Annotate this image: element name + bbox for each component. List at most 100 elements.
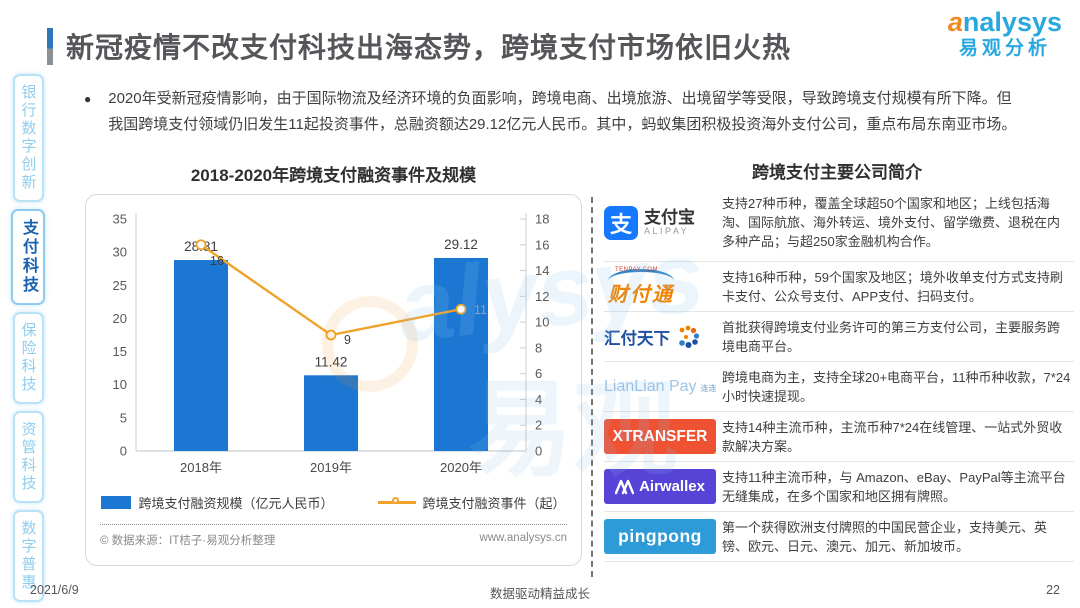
vertical-dashed-divider: [591, 197, 593, 577]
funding-chart: 0510152025303502468101214161828.8111.422…: [113, 212, 550, 476]
list-item: LianLian Pay 连连 跨境电商为主，支持全球20+电商平台，11种币种…: [604, 362, 1074, 412]
list-item: Airwallex 支持11种主流币种，与 Amazon、eBay、PayPal…: [604, 462, 1074, 512]
sidebar-item-digital-inclusion[interactable]: 数字普惠: [12, 510, 44, 602]
chart-legend: 跨境支付融资规模（亿元人民币） 跨境支付融资事件（起）: [86, 493, 581, 512]
chart-title: 2018-2020年跨境支付融资事件及规模: [190, 166, 477, 185]
airwallex-mark-icon: [615, 479, 635, 494]
alipay-logo-icon: 支: [604, 205, 638, 240]
huifu-logo: 汇付天下: [604, 324, 722, 350]
sidebar-item-payment-tech[interactable]: 支付科技: [11, 209, 45, 305]
right-tick-label: 4: [535, 392, 542, 407]
footer-slogan: 数据驱动精益成长: [489, 587, 590, 601]
sidebar-item-banking-digital[interactable]: 银行数字创新: [12, 74, 44, 202]
line-value-label: 16: [210, 254, 224, 268]
line-marker: [455, 303, 467, 315]
left-tick-label: 20: [113, 311, 127, 326]
pingpong-logo: pingpong: [604, 519, 722, 554]
section-sidebar: 银行数字创新 支付科技 保险科技 资管科技 数字普惠: [7, 74, 49, 602]
list-item: pingpong 第一个获得欧洲支付牌照的中国民营企业，支持美元、英镑、欧元、日…: [604, 512, 1074, 562]
companies-title: 跨境支付主要公司简介: [752, 163, 922, 182]
chart-bar: [304, 375, 358, 451]
airwallex-logo: Airwallex: [604, 469, 722, 504]
legend-item-line: 跨境支付融资事件（起）: [377, 493, 566, 512]
pingpong-logo-box: pingpong: [604, 519, 716, 554]
line-legend-marker-icon: [391, 497, 399, 504]
left-tick-label: 0: [120, 444, 127, 459]
left-tick-label: 25: [113, 278, 127, 293]
tenpay-logo-url: TENPAY.COM: [615, 266, 659, 273]
line-value-label: 9: [344, 333, 351, 347]
right-tick-label: 12: [535, 289, 549, 304]
title-accent-bar: [47, 27, 53, 65]
left-tick-label: 15: [113, 344, 127, 359]
chart-bar: [434, 257, 488, 451]
left-tick-label: 5: [120, 410, 127, 425]
right-tick-label: 10: [535, 315, 549, 330]
alipay-logo-en: ALIPAY: [644, 226, 690, 236]
chart-line: [200, 243, 462, 337]
right-tick-label: 6: [535, 366, 542, 381]
company-description: 首批获得跨境支付业务许可的第三方支付公司，主要服务跨境电商平台。: [722, 319, 1061, 354]
alipay-logo-cn: 支付宝: [644, 208, 695, 227]
company-description: 第一个获得欧洲支付牌照的中国民营企业，支持美元、英镑、欧元、日元、澳元、加元、新…: [722, 519, 1048, 554]
company-description: 支持27种币种，覆盖全球超50个国家和地区；上线包括海淘、国际航旅、海外转运、境…: [722, 196, 1061, 249]
company-description: 支持11种主流币种，与 Amazon、eBay、PayPal等主流平台无缝集成，…: [722, 469, 1066, 504]
analysys-logo: analysys 易观分析: [947, 7, 1062, 60]
list-item: 支 支付宝 ALIPAY 支持27种币种，覆盖全球超50个国家和地区；上线包括海…: [604, 184, 1074, 262]
right-tick-label: 14: [535, 263, 549, 278]
footer-date: 2021/6/9: [30, 583, 79, 597]
companies-list: 支 支付宝 ALIPAY 支持27种币种，覆盖全球超50个国家和地区；上线包括海…: [604, 184, 1074, 562]
summary-paragraph: ● 2020年受新冠疫情影响，由于国际物流及经济环境的负面影响，跨境电商、出境旅…: [84, 86, 1018, 138]
page-title: 新冠疫情不改支付科技出海态势，跨境支付市场依旧火热: [66, 32, 792, 63]
tenpay-logo-cn: 财付通: [608, 283, 674, 306]
line-marker: [325, 329, 337, 341]
sidebar-item-asset-mgmt-tech[interactable]: 资管科技: [12, 411, 44, 503]
xtransfer-logo-text: XTRANSFER: [612, 427, 708, 445]
airwallex-logo-text: Airwallex: [639, 478, 705, 495]
page-header: 新冠疫情不改支付科技出海态势，跨境支付市场依旧火热: [47, 26, 791, 66]
website-text: www.analysys.cn: [479, 532, 567, 544]
lianlian-logo: LianLian Pay 连连: [604, 378, 722, 396]
list-item: 汇付天下 首批获得跨境支付业务许可的第三方支付公司，主要服务跨境电商平台。: [604, 312, 1074, 362]
legend-item-bar: 跨境支付融资规模（亿元人民币）: [101, 493, 334, 512]
huifu-logo-cn: 汇付天下: [604, 329, 670, 348]
line-legend-label: 跨境支付融资事件（起）: [422, 496, 566, 511]
tenpay-swoosh-icon: [608, 268, 674, 281]
right-tick-label: 0: [535, 444, 542, 459]
list-item: XTRANSFER 支持14种主流币种，主流币种7*24在线管理、一站式外贸收款…: [604, 412, 1074, 462]
lianlian-logo-badge: 连连: [700, 383, 717, 393]
huifu-swirl-icon: [679, 325, 700, 348]
chart-source-row: © 数据来源：IT桔子·易观分析整理 www.analysys.cn: [100, 524, 567, 548]
left-tick-label: 30: [113, 245, 127, 260]
bar-value-label: 11.42: [315, 354, 348, 369]
x-category-label: 2018年: [180, 460, 222, 475]
bullet-icon: ●: [84, 92, 92, 106]
left-tick-label: 10: [113, 377, 127, 392]
bar-value-label: 29.12: [444, 237, 478, 252]
left-tick-label: 35: [113, 212, 127, 227]
bar-legend-swatch: [101, 496, 132, 509]
x-category-label: 2020年: [440, 460, 482, 475]
logo-swoosh-icon: a: [947, 7, 963, 37]
list-item: TENPAY.COM 财付通 支持16种币种，59个国家及地区；境外收单支付方式…: [604, 262, 1074, 312]
right-tick-label: 16: [535, 237, 549, 252]
right-tick-label: 2: [535, 418, 542, 433]
pingpong-logo-text: pingpong: [618, 526, 702, 546]
line-legend-swatch: [377, 497, 416, 504]
chart-bar: [174, 260, 228, 451]
summary-text: 2020年受新冠疫情影响，由于国际物流及经济环境的负面影响，跨境电商、出境旅游、…: [108, 90, 1017, 133]
right-tick-label: 18: [535, 212, 549, 227]
airwallex-logo-box: Airwallex: [604, 469, 716, 504]
funding-chart-card: 0510152025303502468101214161828.8111.422…: [85, 194, 582, 566]
company-description: 跨境电商为主，支持全球20+电商平台，11种币种收款，7*24 小时快速提现。: [722, 369, 1071, 404]
line-marker: [195, 239, 207, 251]
company-description: 支持16种币种，59个国家及地区；境外收单支付方式支持刷卡支付、公众号支付、AP…: [722, 269, 1063, 304]
sidebar-item-insurance-tech[interactable]: 保险科技: [12, 312, 44, 404]
alipay-logo: 支 支付宝 ALIPAY: [604, 205, 722, 240]
lianlian-logo-en: LianLian Pay: [604, 377, 697, 395]
company-description: 支持14种主流币种，主流币种7*24在线管理、一站式外贸收款解决方案。: [722, 419, 1063, 454]
page-number: 22: [1046, 583, 1060, 597]
xtransfer-logo-box: XTRANSFER: [604, 419, 716, 454]
xtransfer-logo: XTRANSFER: [604, 419, 722, 454]
data-source-note: © 数据来源：IT桔子·易观分析整理: [100, 535, 276, 547]
